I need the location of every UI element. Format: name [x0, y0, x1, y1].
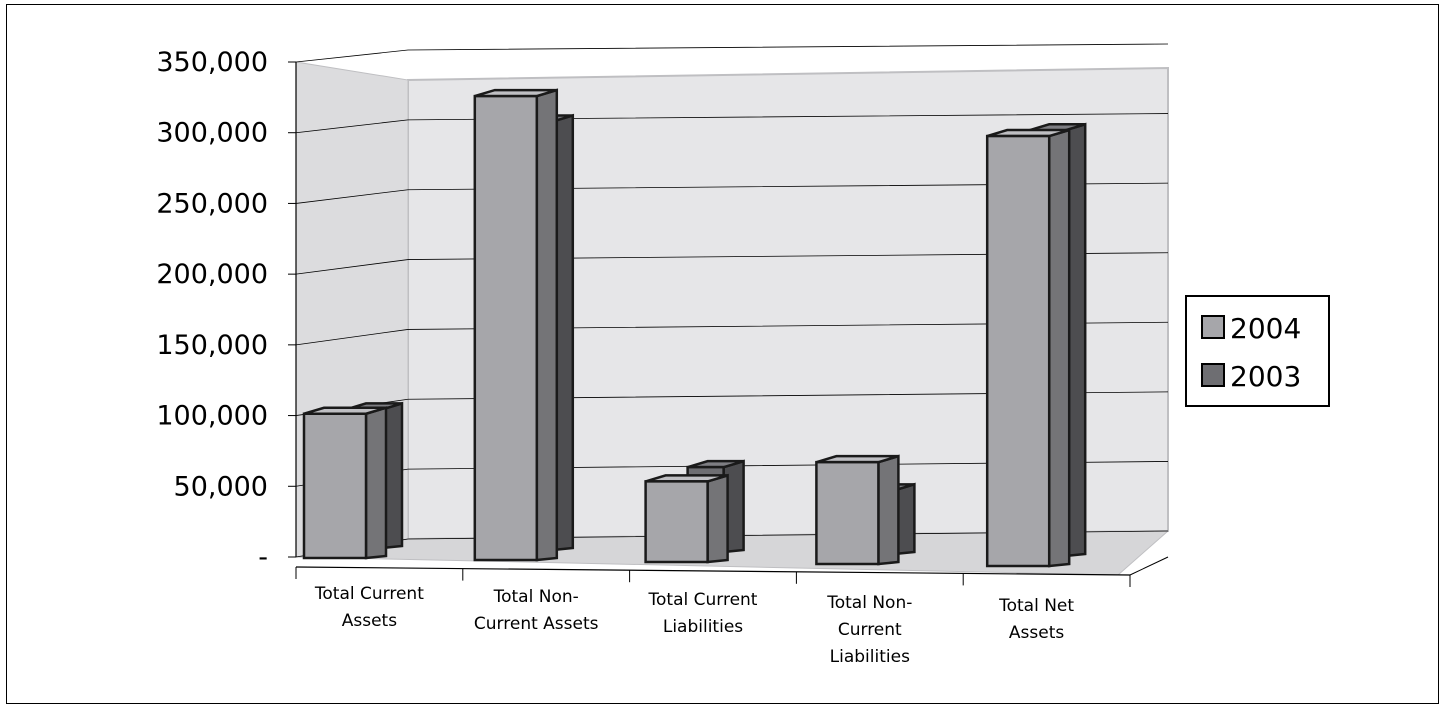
- bar-2004: [985, 128, 1071, 568]
- legend-label-2004: 2004: [1230, 312, 1301, 345]
- x-tick-label: Total Current: [314, 584, 424, 604]
- bars: [302, 88, 1087, 568]
- y-tick-label: -: [258, 542, 268, 573]
- x-tick-label: Current Assets: [474, 614, 599, 634]
- bar-2004: [302, 406, 388, 560]
- x-tick-label: Total Current: [648, 590, 758, 610]
- gridline: [295, 113, 1169, 134]
- y-tick-label: 300,000: [156, 118, 268, 149]
- legend: 2004 2003: [1185, 295, 1330, 407]
- y-tick-label: 200,000: [156, 259, 268, 290]
- x-tick-label: Current: [838, 620, 902, 640]
- gridline: [295, 43, 1169, 63]
- bar-front: [815, 460, 880, 566]
- gridline: [295, 182, 1169, 204]
- legend-swatch-2004: [1201, 315, 1225, 339]
- x-tick-label: Assets: [342, 611, 397, 631]
- x-axis-line: [295, 566, 1131, 576]
- bar-2004: [644, 473, 729, 564]
- bar-side: [364, 406, 388, 560]
- gridline: [295, 321, 1169, 346]
- y-tick-label: 150,000: [156, 330, 268, 361]
- bar-side: [877, 454, 900, 566]
- bar-side: [1047, 128, 1071, 568]
- bar-front: [473, 94, 539, 562]
- legend-label-2003: 2003: [1230, 360, 1301, 393]
- gridline: [295, 252, 1169, 275]
- y-axis: - 50,000 100,000 150,000 200,000 250,000 300,0…: [156, 47, 297, 573]
- bar-2004: [815, 454, 900, 566]
- bar-front: [302, 412, 368, 560]
- y-tick-label: 350,000: [156, 47, 268, 78]
- x-tick-label: Liabilities: [663, 617, 743, 637]
- y-tick-label: 250,000: [156, 188, 268, 219]
- x-tick-label: Total Non-: [826, 593, 912, 613]
- legend-box: [1185, 295, 1330, 407]
- bar-front: [644, 480, 709, 564]
- x-axis-depth-line: [1129, 556, 1169, 576]
- x-tick-label: Assets: [1009, 623, 1064, 643]
- bar-2004: [473, 88, 559, 562]
- x-axis: Total Current Assets Total Non- Current Ass…: [295, 556, 1169, 667]
- legend-swatch-2003: [1201, 363, 1225, 387]
- x-tick-label: Liabilities: [830, 647, 910, 667]
- x-tick-label: Total Non-: [493, 587, 579, 607]
- x-tick-label: Total Net: [998, 596, 1074, 616]
- y-tick-label: 50,000: [174, 471, 268, 502]
- bar-side: [535, 88, 559, 562]
- bar-front: [985, 134, 1051, 568]
- bar-side: [706, 473, 729, 564]
- y-tick-label: 100,000: [156, 401, 268, 432]
